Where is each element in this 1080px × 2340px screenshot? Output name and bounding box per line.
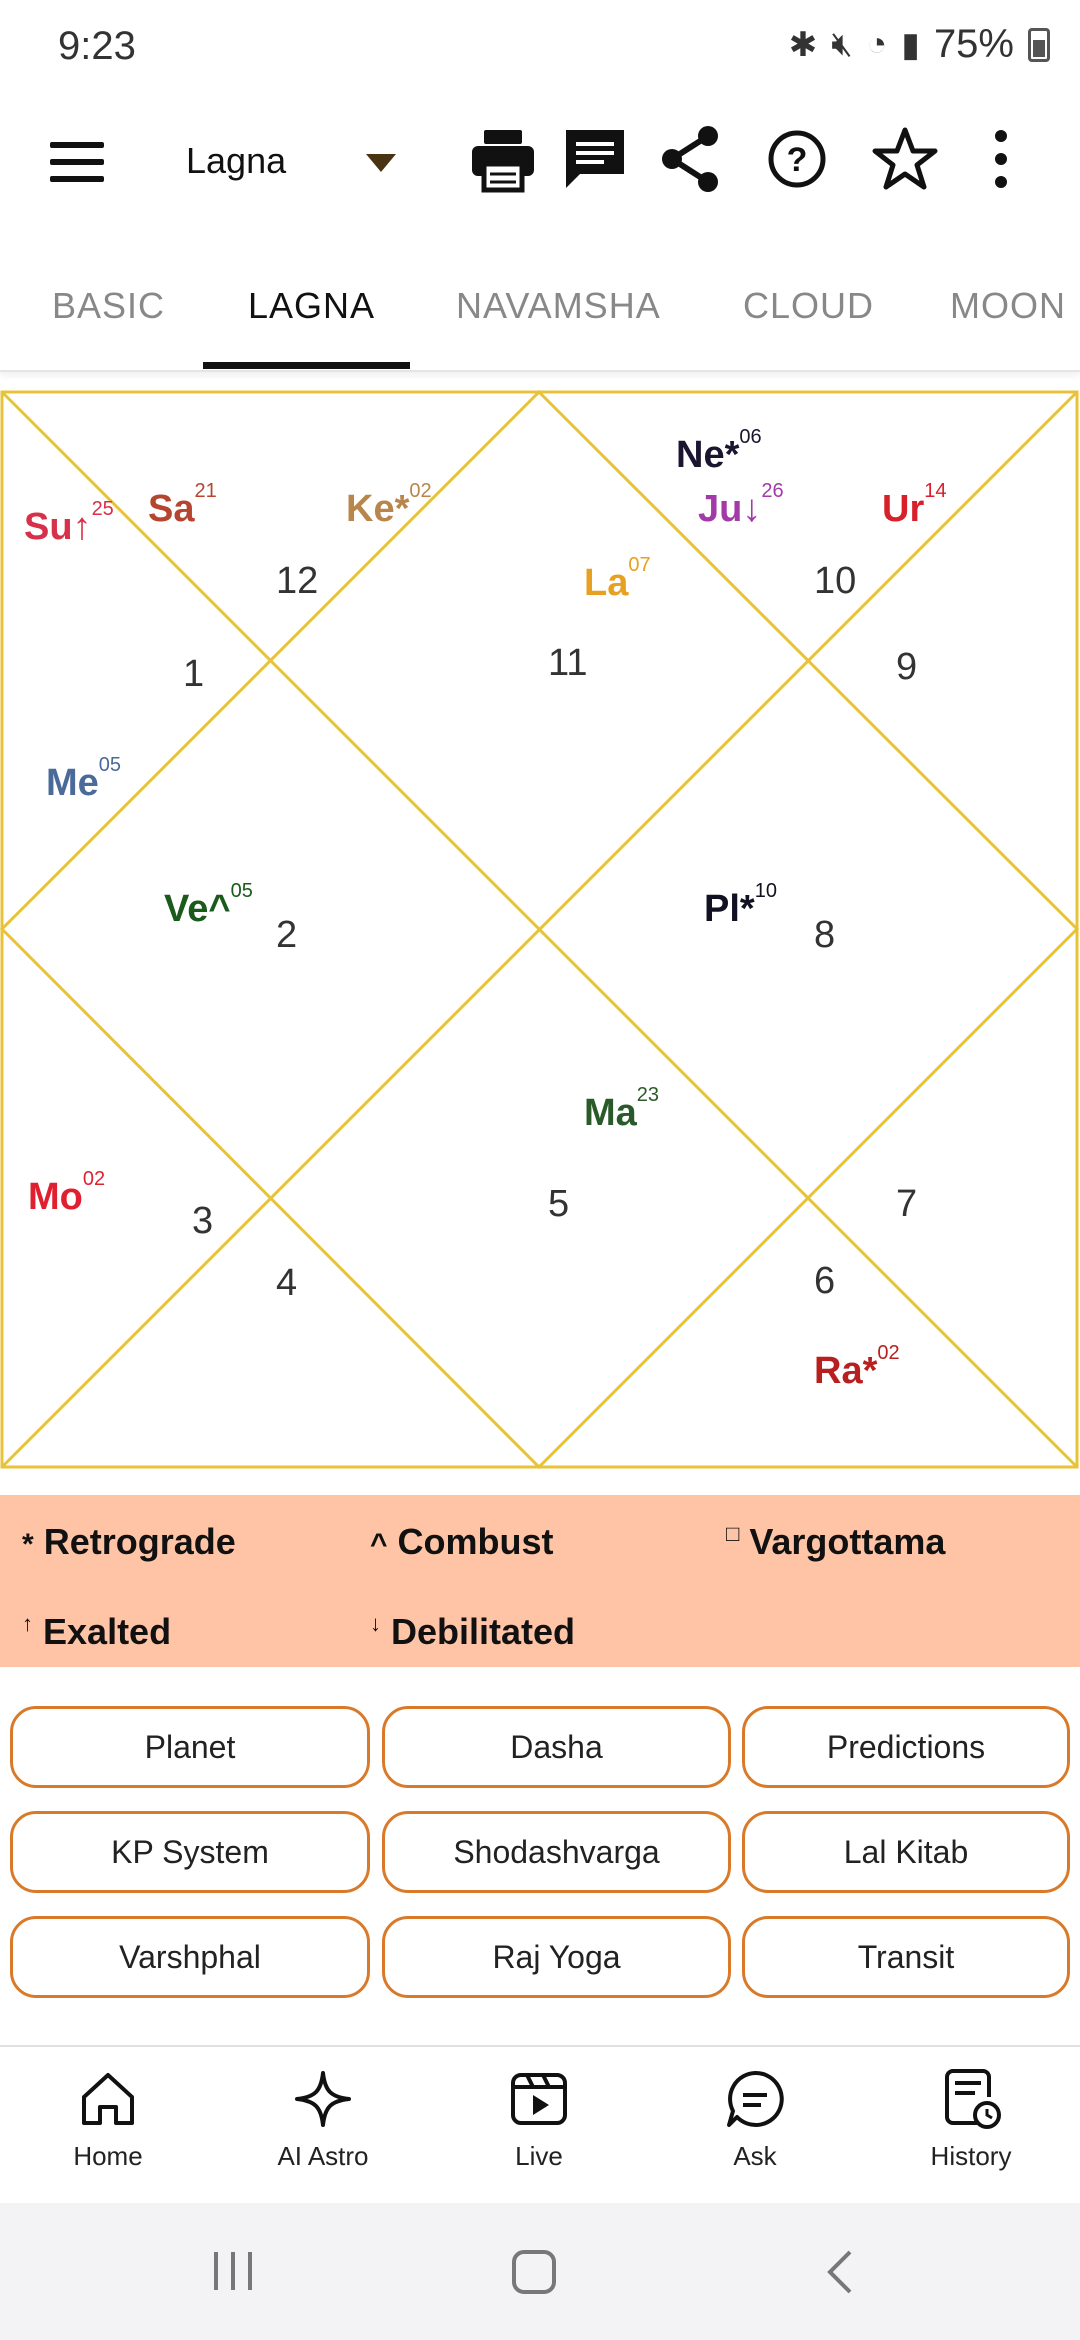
share-icon[interactable] xyxy=(656,124,726,194)
star-icon[interactable] xyxy=(870,124,940,194)
house-number: 11 xyxy=(548,642,588,684)
status-bar: 9:23 ✱ 🔇︎ ◔ ▮ 75% xyxy=(0,0,1080,100)
planet-uranus[interactable]: Ur14 xyxy=(882,480,947,530)
planet-neptune[interactable]: Ne*06 xyxy=(676,426,762,476)
planet-button[interactable]: Planet xyxy=(10,1706,370,1788)
home-button-icon[interactable] xyxy=(510,2248,558,2296)
nav-history[interactable]: History xyxy=(896,2067,1046,2172)
raj-yoga-button[interactable]: Raj Yoga xyxy=(382,1916,731,1998)
wifi-icon: ◔ xyxy=(866,25,888,63)
lagna-chart: 12 1 11 10 9 2 8 3 4 5 6 7 Su↑25 Sa21 Ke… xyxy=(0,390,1080,1470)
nav-ai-astro-label: AI Astro xyxy=(277,2141,369,2171)
tab-navamsha[interactable]: NAVAMSHA xyxy=(456,285,661,326)
nav-ask-label: Ask xyxy=(733,2141,777,2171)
dropdown-value: Lagna xyxy=(186,140,287,181)
house-number: 7 xyxy=(896,1183,918,1225)
planet-lagna[interactable]: La07 xyxy=(584,554,651,604)
chart-legend: * Retrograde ^ Combust □ Vargottama ↑ Ex… xyxy=(0,1495,1080,1667)
app-bar: Lagna ? xyxy=(0,100,1080,220)
planet-ketu[interactable]: Ke*02 xyxy=(346,480,432,530)
house-number: 1 xyxy=(183,653,205,695)
tab-indicator xyxy=(203,362,410,369)
status-time: 9:23 xyxy=(58,24,136,68)
legend-debilitated: ↓ Debilitated xyxy=(370,1611,576,1652)
legend-retrograde: * Retrograde xyxy=(22,1521,236,1562)
svg-text:?: ? xyxy=(787,141,808,179)
planet-sun[interactable]: Su↑25 xyxy=(24,498,114,548)
history-icon xyxy=(945,2069,1001,2129)
house-number: 2 xyxy=(276,914,298,956)
nav-live-label: Live xyxy=(515,2141,563,2171)
message-icon[interactable] xyxy=(560,124,630,194)
planet-pluto[interactable]: Pl*10 xyxy=(704,880,777,930)
legend-combust: ^ Combust xyxy=(370,1521,554,1562)
chart-tabs: BASIC LAGNA NAVAMSHA CLOUD MOON xyxy=(0,240,1080,372)
signal-icon: ▮ xyxy=(901,25,920,64)
battery-icon xyxy=(1028,27,1050,62)
shodashvarga-button[interactable]: Shodashvarga xyxy=(382,1811,731,1893)
varshphal-button[interactable]: Varshphal xyxy=(10,1916,370,1998)
recents-icon[interactable] xyxy=(210,2248,256,2294)
kp-system-button[interactable]: KP System xyxy=(10,1811,370,1893)
back-icon[interactable] xyxy=(820,2248,860,2296)
predictions-button[interactable]: Predictions xyxy=(742,1706,1070,1788)
nav-ai-astro[interactable]: AI Astro xyxy=(248,2067,398,2172)
house-number: 6 xyxy=(814,1260,836,1302)
bottom-nav: Home AI Astro Live Ask xyxy=(0,2045,1080,2205)
nav-home[interactable]: Home xyxy=(33,2067,183,2172)
home-icon xyxy=(82,2073,134,2125)
bluetooth-icon: ✱ xyxy=(788,25,818,64)
house-number: 10 xyxy=(814,560,857,602)
live-video-icon xyxy=(511,2073,567,2125)
house-number: 5 xyxy=(548,1183,570,1225)
planet-rahu[interactable]: Ra*02 xyxy=(814,1342,900,1392)
tab-lagna[interactable]: LAGNA xyxy=(248,285,376,326)
planet-jupiter[interactable]: Ju↓26 xyxy=(698,480,784,530)
help-icon[interactable]: ? xyxy=(762,124,832,194)
planet-mercury[interactable]: Me05 xyxy=(46,754,122,804)
print-icon[interactable] xyxy=(468,124,538,194)
dasha-button[interactable]: Dasha xyxy=(382,1706,731,1788)
house-number: 9 xyxy=(896,646,918,688)
tab-cloud[interactable]: CLOUD xyxy=(743,285,875,326)
tab-moon[interactable]: MOON xyxy=(950,285,1066,326)
chart-type-dropdown[interactable]: Lagna xyxy=(186,140,406,190)
legend-exalted: ↑ Exalted xyxy=(22,1611,172,1652)
legend-vargottama: □ Vargottama xyxy=(726,1521,946,1562)
caret-down-icon xyxy=(366,154,396,172)
house-number: 4 xyxy=(276,1262,298,1304)
tab-basic[interactable]: BASIC xyxy=(52,285,166,326)
house-number: 8 xyxy=(814,914,836,956)
battery-percent: 75% xyxy=(933,22,1014,66)
status-icons: ✱ 🔇︎ ◔ ▮ 75% xyxy=(789,22,1050,67)
menu-icon[interactable] xyxy=(50,142,104,182)
mute-icon: 🔇︎ xyxy=(831,25,853,63)
house-number: 3 xyxy=(192,1200,214,1242)
transit-button[interactable]: Transit xyxy=(742,1916,1070,1998)
sparkle-icon xyxy=(295,2071,351,2127)
system-nav-bar xyxy=(0,2203,1080,2340)
planet-venus[interactable]: Ve^05 xyxy=(164,880,253,930)
nav-home-label: Home xyxy=(73,2141,143,2171)
chat-icon xyxy=(727,2070,784,2127)
chart-grid xyxy=(0,390,1080,1470)
planet-moon[interactable]: Mo02 xyxy=(28,1168,106,1218)
lal-kitab-button[interactable]: Lal Kitab xyxy=(742,1811,1070,1893)
nav-live[interactable]: Live xyxy=(464,2067,614,2172)
more-vert-icon[interactable] xyxy=(966,124,1036,194)
planet-saturn[interactable]: Sa21 xyxy=(148,480,217,530)
nav-history-label: History xyxy=(930,2141,1012,2171)
planet-mars[interactable]: Ma23 xyxy=(584,1084,660,1134)
nav-ask[interactable]: Ask xyxy=(680,2067,830,2172)
house-number: 12 xyxy=(276,560,319,602)
